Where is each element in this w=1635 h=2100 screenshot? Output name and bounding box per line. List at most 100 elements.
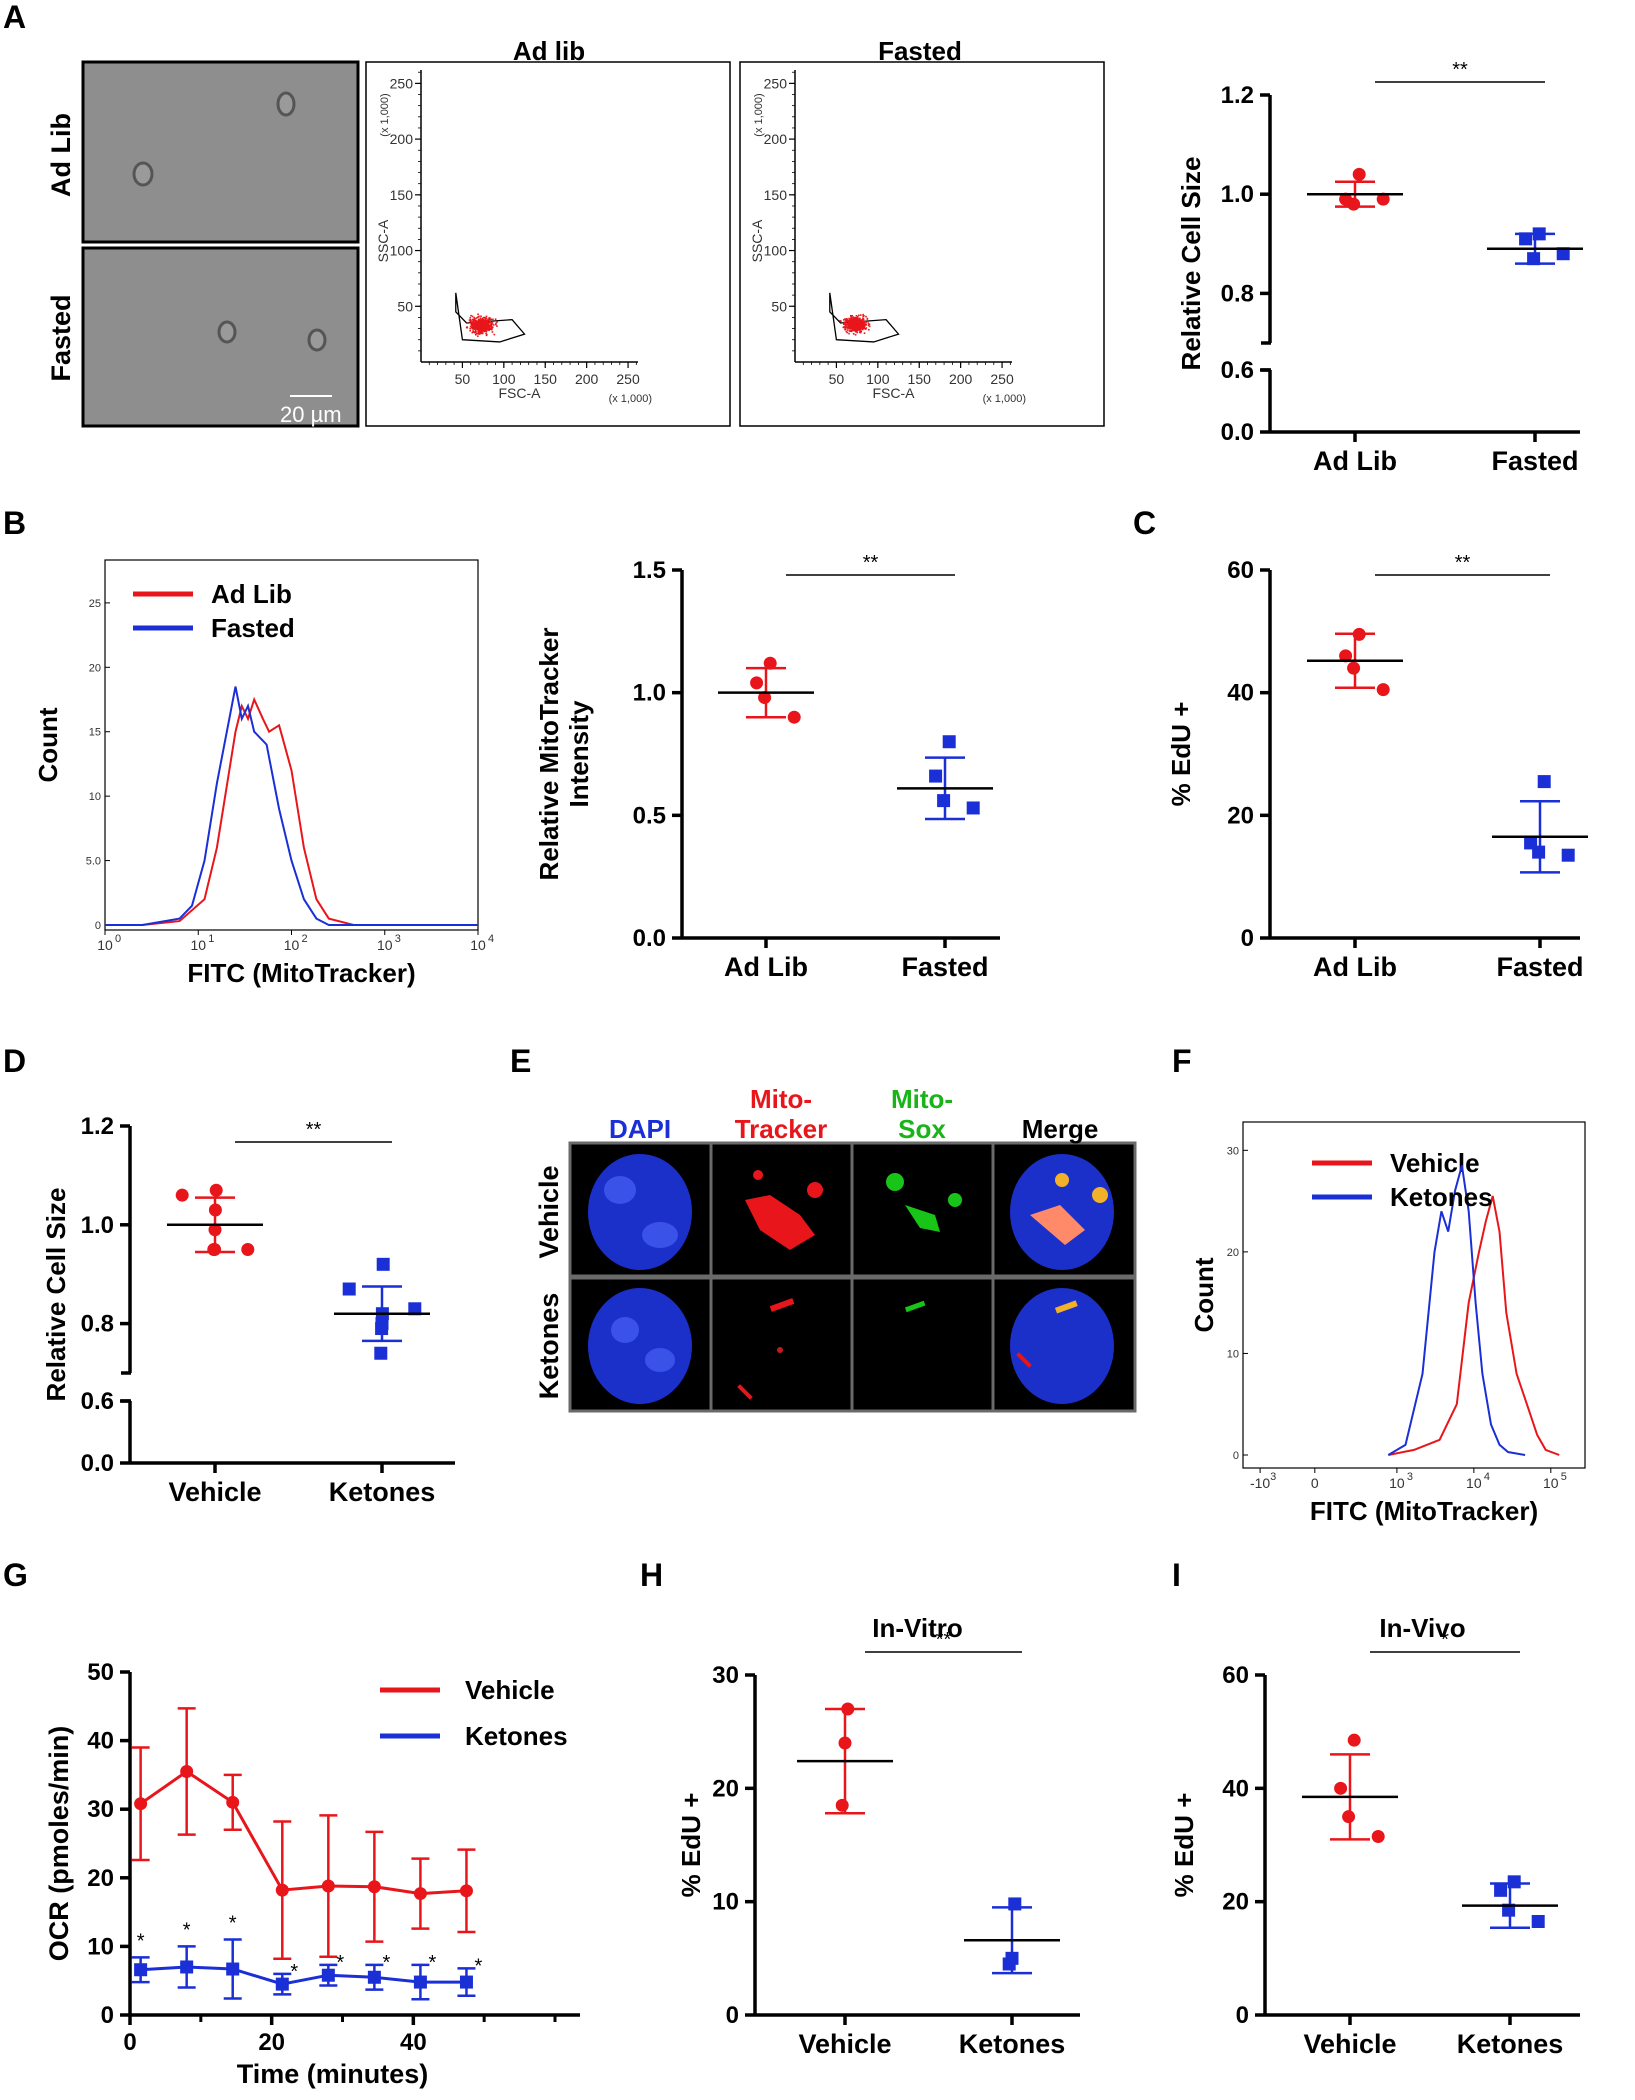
- panel-letter-e: E: [510, 1043, 531, 1079]
- flow-event: [868, 325, 871, 328]
- flow-event: [848, 320, 850, 323]
- flow-event: [490, 325, 493, 328]
- data-point-ketones: [226, 1962, 240, 1976]
- flow-event: [480, 325, 483, 328]
- flow-event: [481, 332, 484, 335]
- flow-gate: [829, 292, 900, 343]
- data-point-ketones: [374, 1346, 388, 1360]
- flow-event: [482, 322, 485, 325]
- data-point-vehicle: [134, 1797, 148, 1811]
- data-point-vehicle: [841, 1702, 855, 1716]
- flow-event: [482, 324, 485, 327]
- flow-event: [849, 326, 852, 328]
- flow-event: [853, 321, 856, 324]
- y-tick-label: 5.0: [86, 856, 101, 868]
- flow-event: [474, 327, 476, 329]
- flow-event: [846, 327, 849, 329]
- chart-relative-cell-size-a: 0.0 0.6 0.8 1.0 1.2 Ad Lib Fasted Relative Cell…: [1176, 59, 1583, 476]
- y-tick-label: 0: [1241, 925, 1254, 952]
- y-tick-label: 50: [87, 1659, 114, 1686]
- flow-event: [482, 319, 485, 322]
- x-tick-label: 10: [97, 937, 113, 953]
- flow-event: [488, 324, 490, 326]
- flow-event: [866, 317, 869, 320]
- flow-event: [492, 324, 495, 326]
- data-point-ketones: [342, 1282, 356, 1296]
- chart-edu-invitro-h: 0 10 20 30 Vehicle Ketones % EdU + In-Vitro**: [676, 1613, 1080, 2059]
- flow-event: [856, 317, 858, 319]
- flow-event: [471, 326, 474, 329]
- y-tick-label: 0: [95, 920, 101, 932]
- flow-x-tick-label: 50: [455, 371, 471, 387]
- histogram-ad-lib: [105, 696, 478, 926]
- flow-title-ad-lib: Ad lib: [513, 36, 585, 66]
- flow-event: [852, 327, 854, 330]
- flow-event: [862, 313, 864, 316]
- flow-event: [471, 323, 474, 326]
- data-point-vehicle: [208, 1203, 222, 1217]
- y-tick-label: 1.2: [81, 1113, 114, 1140]
- flow-event: [481, 320, 483, 323]
- x-tick-label-ketones: Ketones: [959, 2029, 1066, 2059]
- flow-event: [865, 321, 867, 324]
- flow-event: [860, 320, 863, 322]
- x-tick-label: 10: [1466, 1475, 1482, 1491]
- series-line-ketones: [140, 1965, 467, 1986]
- flow-event: [480, 324, 482, 327]
- legend-label: Ketones: [1390, 1182, 1493, 1212]
- flow-x-tick-label: 250: [616, 371, 640, 387]
- data-point-ad-lib: [1339, 649, 1353, 663]
- flow-event: [490, 318, 493, 321]
- x-tick-label-ketones: Ketones: [329, 1477, 436, 1507]
- flow-y-mult: (x 1,000): [379, 93, 391, 136]
- flow-event: [469, 320, 472, 323]
- flow-event: [483, 320, 486, 323]
- flow-event: [474, 318, 476, 321]
- flow-event: [856, 315, 859, 318]
- y-tick-label: 0: [1236, 2002, 1249, 2029]
- flow-event: [851, 319, 854, 321]
- flow-event: [471, 331, 474, 334]
- flow-event: [483, 326, 486, 328]
- flow-event: [474, 333, 477, 336]
- flow-y-label: SSC-A: [375, 219, 391, 262]
- flow-event: [478, 330, 481, 333]
- data-point-vehicle: [241, 1243, 255, 1256]
- flow-event: [852, 333, 855, 335]
- flow-event: [476, 322, 478, 325]
- flow-event: [466, 322, 469, 324]
- data-point-fasted: [1561, 848, 1575, 862]
- legend-label: Vehicle: [1390, 1148, 1480, 1178]
- flow-x-mult: (x 1,000): [609, 393, 652, 405]
- col-label-sox: Sox: [898, 1114, 946, 1144]
- y-tick-label: 25: [89, 598, 101, 610]
- flow-event: [844, 328, 847, 331]
- flow-event: [844, 324, 847, 327]
- significance-label: **: [1455, 552, 1471, 574]
- flow-event: [859, 314, 862, 316]
- flow-event: [852, 325, 854, 328]
- flow-event: [482, 321, 485, 323]
- y-tick-label: 60: [1227, 557, 1254, 584]
- flow-event: [846, 331, 849, 334]
- flow-event: [473, 328, 475, 330]
- flow-event: [490, 321, 492, 324]
- flow-event: [480, 323, 482, 326]
- flow-event: [491, 327, 493, 330]
- flow-event: [849, 327, 851, 330]
- data-point-ketones: [180, 1960, 194, 1974]
- flow-event: [843, 326, 846, 328]
- data-point-vehicle: [207, 1243, 221, 1256]
- significance-label: **: [863, 552, 879, 574]
- flow-event: [488, 327, 491, 330]
- x-tick-exponent: 1: [208, 933, 214, 945]
- flow-event: [850, 320, 852, 323]
- flow-event: [481, 331, 483, 333]
- flow-event: [465, 326, 468, 329]
- chart-edu-c: 0 20 40 60 Ad Lib Fasted % EdU + **: [1166, 552, 1588, 982]
- y-tick-label: 30: [1227, 1145, 1239, 1157]
- flow-event: [491, 323, 493, 326]
- data-point-vehicle: [180, 1764, 194, 1778]
- flow-event: [854, 323, 857, 326]
- data-point-vehicle: [275, 1883, 289, 1897]
